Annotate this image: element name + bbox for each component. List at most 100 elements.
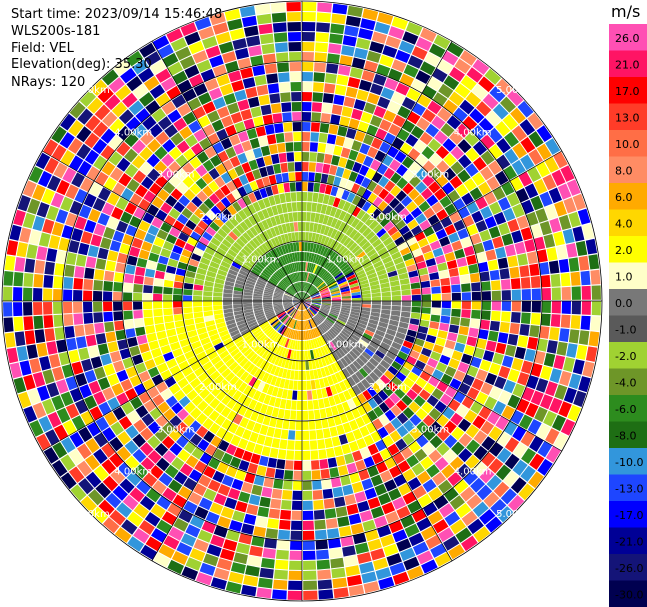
gate-cell (425, 334, 437, 344)
gate-cell (386, 209, 398, 221)
gate-cell (225, 341, 235, 350)
gate-cell (345, 271, 355, 279)
gate-cell (339, 313, 349, 319)
gate-cell (285, 223, 291, 233)
gate-cell (268, 279, 277, 286)
gate-cell (316, 559, 331, 570)
gate-cell (83, 279, 94, 290)
gate-cell (256, 13, 272, 25)
gate-cell (317, 326, 324, 335)
gate-cell (278, 282, 287, 290)
gate-cell (431, 221, 444, 233)
gate-cell (398, 208, 410, 219)
gate-cell (432, 519, 449, 534)
gate-cell (293, 301, 302, 303)
gate-cell (248, 494, 261, 506)
gate-cell (519, 324, 530, 336)
gate-cell (302, 242, 305, 252)
gate-cell (331, 305, 341, 309)
gate-cell (229, 134, 241, 146)
gate-cell (63, 289, 73, 301)
gate-cell (501, 290, 511, 301)
gate-cell (286, 317, 292, 327)
gate-cell (322, 322, 330, 330)
gate-cell (283, 379, 290, 389)
gate-cell (231, 261, 242, 270)
gate-cell (288, 380, 294, 390)
gate-cell (194, 506, 209, 520)
gate-cell (200, 337, 211, 346)
gate-cell (44, 328, 56, 342)
gate-cell (306, 262, 310, 272)
gate-cell (223, 293, 233, 298)
range-ring-label: 4.00km (114, 467, 152, 478)
gate-cell (189, 433, 203, 446)
gate-cell (224, 284, 234, 290)
gate-cell (476, 338, 487, 350)
gate-cell (193, 225, 205, 236)
gate-cell (357, 552, 372, 564)
gate-cell (355, 459, 367, 471)
gate-cell (262, 176, 271, 187)
gate-cell (306, 212, 311, 222)
gate-cell (516, 215, 529, 229)
gate-cell (144, 359, 156, 370)
gate-cell (107, 341, 119, 353)
gate-cell (352, 384, 362, 396)
gate-cell (379, 317, 390, 324)
gate-cell (380, 374, 391, 385)
gate-cell (160, 388, 173, 401)
gate-cell (294, 252, 298, 262)
gate-cell (502, 355, 514, 368)
gate-cell (289, 420, 296, 430)
gate-cell (326, 63, 339, 74)
gate-cell (60, 150, 75, 166)
gate-cell (496, 154, 511, 170)
gate-cell (304, 310, 308, 320)
gate-cell (302, 400, 308, 410)
gate-cell (458, 265, 469, 276)
gate-cell (315, 327, 322, 336)
gate-cell (558, 401, 572, 418)
gate-cell (581, 301, 591, 315)
gate-cell (244, 286, 254, 291)
gate-cell (176, 421, 189, 434)
gate-cell (202, 376, 213, 388)
gate-cell (161, 511, 177, 526)
gate-cell (38, 170, 52, 188)
gate-cell (261, 219, 270, 230)
gate-cell (488, 426, 503, 441)
gate-cell (56, 379, 69, 394)
gate-cell (292, 390, 298, 400)
gate-cell (317, 267, 324, 276)
gate-cell (333, 145, 343, 156)
gate-cell (117, 431, 131, 446)
gate-cell (396, 412, 409, 425)
gate-cell (293, 460, 302, 470)
gate-cell (534, 406, 548, 423)
gate-cell (299, 301, 302, 310)
gate-cell (376, 325, 387, 333)
gate-cell (302, 410, 309, 420)
gate-cell (85, 115, 101, 132)
gate-cell (274, 569, 288, 580)
gate-cell (373, 73, 387, 86)
gate-cell (171, 94, 187, 109)
gate-cell (213, 251, 224, 261)
gate-cell (265, 467, 276, 478)
gate-cell (396, 164, 408, 177)
gate-cell (310, 122, 320, 132)
gate-cell (68, 120, 84, 137)
gate-cell (98, 187, 111, 202)
gate-cell (344, 494, 357, 506)
gate-cell (317, 579, 333, 590)
gate-cell (414, 254, 425, 264)
gate-cell (348, 316, 359, 322)
gate-cell (329, 251, 337, 261)
gate-cell (331, 374, 339, 384)
gate-cell (273, 579, 288, 590)
gate-cell (183, 301, 193, 308)
gate-cell (233, 351, 243, 361)
gate-cell (74, 266, 85, 278)
